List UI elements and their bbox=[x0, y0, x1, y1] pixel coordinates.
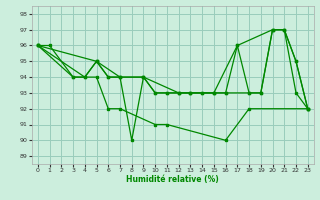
X-axis label: Humidité relative (%): Humidité relative (%) bbox=[126, 175, 219, 184]
